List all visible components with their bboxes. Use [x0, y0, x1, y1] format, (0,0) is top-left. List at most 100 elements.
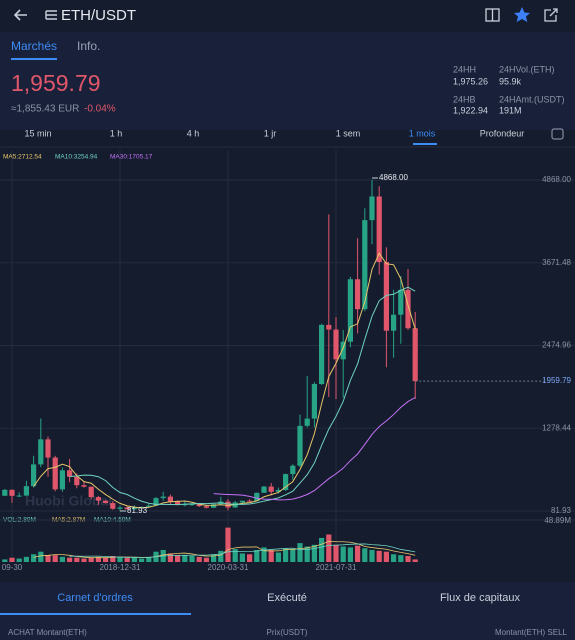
chart: 4868.00 3671.48 2474.96 1278.44 81.93 09-30 20…	[0, 150, 575, 572]
volume-bar	[16, 558, 22, 562]
volume-bar	[52, 555, 58, 562]
volume-bar	[405, 555, 411, 562]
candle-body	[275, 489, 281, 492]
volume-bar	[196, 556, 202, 562]
volume-bar	[117, 556, 123, 562]
price-change: -0.04%	[84, 104, 116, 115]
candle-body	[268, 486, 274, 492]
candle-body	[211, 504, 217, 508]
stat-label: 24HVol.(ETH)	[499, 64, 555, 74]
interval-underline	[413, 143, 437, 145]
candle-body	[362, 220, 368, 310]
volume-bar	[88, 557, 94, 562]
candle-body	[67, 470, 73, 477]
candle-body	[376, 196, 382, 263]
interval-bar: 15 min 1 h 4 h 1 jr 1 sem 1 mois Profondeur	[24, 128, 524, 138]
volume-bar	[23, 556, 29, 562]
bottom-tab-active[interactable]: Carnet d'ordres	[57, 592, 133, 604]
favorite-star[interactable]	[514, 7, 530, 22]
bottom-tab[interactable]: Exécuté	[267, 592, 307, 604]
interval[interactable]: 15 min	[24, 128, 51, 138]
interval[interactable]: 4 h	[187, 128, 200, 138]
volume-bar	[95, 556, 101, 562]
candle-body	[16, 495, 22, 497]
stat-label: 24HB	[453, 94, 476, 104]
tab-active[interactable]: Marchés	[11, 39, 57, 53]
volume-bar	[232, 549, 238, 562]
candle-body	[74, 476, 80, 486]
interval[interactable]: 1 jr	[264, 128, 277, 138]
candle-body	[139, 506, 145, 508]
candle-body	[81, 485, 87, 487]
info-panel	[0, 32, 575, 130]
candle-body	[131, 507, 137, 510]
volume-bar	[182, 555, 188, 562]
volume-bar	[283, 548, 289, 562]
volume-bar	[59, 556, 65, 562]
volume-bar	[74, 557, 80, 562]
candle-body	[383, 262, 389, 331]
bottom-tab[interactable]: Flux de capitaux	[440, 592, 521, 604]
volume-bar	[38, 551, 44, 562]
y-tick-label: 1278.44	[542, 423, 571, 432]
ma-legend: MA10:3254.94	[55, 154, 98, 161]
candle-body	[290, 465, 296, 475]
settings-icon[interactable]	[551, 128, 564, 140]
ma-legend: MA30:1705.17	[110, 154, 153, 161]
candle-body	[146, 505, 152, 507]
candle-body	[103, 500, 109, 504]
interval[interactable]: 1 h	[110, 128, 123, 138]
x-tick-label: 2021-07-31	[316, 563, 357, 572]
volume-bar	[189, 555, 195, 562]
candle-body	[196, 504, 202, 507]
candle-body	[261, 486, 267, 493]
share-icon[interactable]	[544, 8, 558, 22]
volume-bar	[175, 555, 181, 562]
moving-average	[213, 396, 416, 501]
candle-body	[412, 328, 418, 382]
candle-body	[2, 489, 8, 496]
candle-body	[88, 486, 94, 498]
interval[interactable]: 1 sem	[336, 128, 361, 138]
back-button[interactable]	[13, 9, 27, 21]
volume-bar	[304, 546, 310, 562]
volume-bar	[376, 550, 382, 562]
footer-col: ACHAT Montant(ETH)	[8, 628, 87, 637]
volume-bar	[275, 552, 281, 562]
candle-body	[391, 314, 397, 331]
volume-bar	[247, 554, 253, 562]
interval[interactable]: 1 mois	[409, 128, 436, 138]
stat-value: 1,975.26	[453, 76, 488, 86]
volume-bar	[369, 549, 375, 562]
volume-bar	[347, 547, 353, 562]
volume-bar	[333, 544, 339, 562]
candle-body	[110, 503, 116, 509]
y-tick-label: 2474.96	[542, 341, 571, 350]
interval[interactable]: Profondeur	[480, 128, 525, 138]
bottom-tab-underline	[0, 613, 191, 615]
volume-bar	[124, 557, 130, 562]
tab[interactable]: Info.	[77, 39, 100, 53]
volume-bar	[383, 551, 389, 562]
volume-bar	[355, 545, 361, 562]
candle-body	[355, 279, 361, 310]
menu-icon[interactable]	[45, 10, 57, 20]
candle-body	[189, 504, 195, 506]
volume-bar	[139, 558, 145, 562]
candle-body	[117, 507, 123, 509]
footer-col: Prix(USDT)	[267, 628, 308, 637]
volume-bar	[131, 557, 137, 562]
candle-body	[175, 501, 181, 505]
volume-bar	[31, 554, 37, 562]
volume-bar	[81, 558, 87, 562]
candle-body	[203, 506, 209, 508]
candle-body	[38, 439, 44, 465]
volume-bar	[146, 556, 152, 562]
footer-col: Montant(ETH) SELL	[495, 628, 568, 637]
candle-body	[45, 439, 51, 458]
candle-body	[59, 470, 65, 490]
stat-label: 24HAmt.(USDT)	[499, 94, 565, 104]
stat-value: 1,922.94	[453, 105, 488, 115]
y-tick-label: 3671.48	[542, 258, 571, 267]
